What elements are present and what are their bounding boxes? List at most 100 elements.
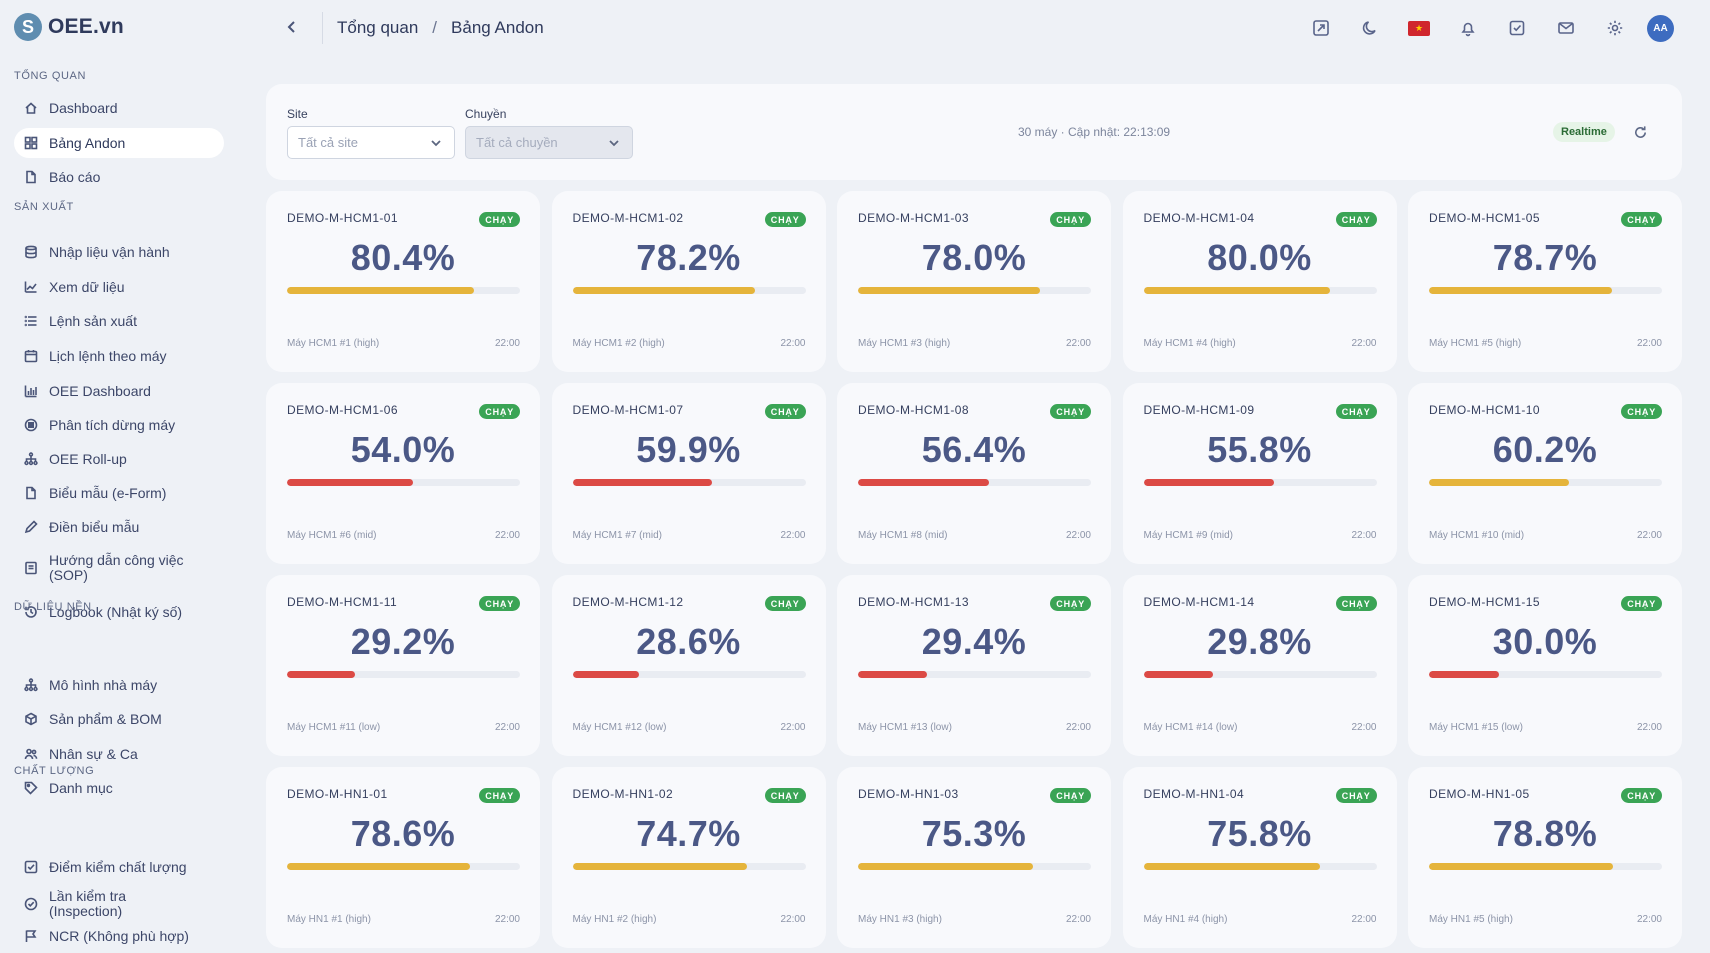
machine-card[interactable]: DEMO-M-HCM1-02 CHẠY 78.2% Máy HCM1 #2 (h…: [551, 191, 826, 372]
machine-id: DEMO-M-HCM1-07: [572, 403, 684, 417]
oee-progress-track: [572, 479, 806, 486]
oee-progress-fill: [572, 863, 747, 870]
site-select[interactable]: Tất cả site: [287, 126, 455, 159]
oee-progress-fill: [287, 479, 413, 486]
machine-card[interactable]: DEMO-M-HN1-02 CHẠY 74.7% Máy HN1 #2 (hig…: [551, 767, 826, 948]
sidebar-item-label: Danh mục: [49, 780, 113, 796]
machine-card[interactable]: DEMO-M-HCM1-03 CHẠY 78.0% Máy HCM1 #3 (h…: [837, 191, 1111, 372]
status-badge: CHẠY: [764, 212, 806, 227]
machine-id: DEMO-M-HN1-03: [858, 787, 959, 801]
vietnam-flag-icon[interactable]: ★: [1408, 21, 1430, 36]
machine-card[interactable]: DEMO-M-HCM1-10 CHẠY 60.2% Máy HCM1 #10 (…: [1408, 383, 1682, 564]
sidebar-item-label: Nhập liệu vận hành: [49, 244, 170, 260]
hierarchy-icon: [24, 678, 38, 692]
box-icon: [24, 712, 38, 726]
machine-card[interactable]: DEMO-M-HCM1-07 CHẠY 59.9% Máy HCM1 #7 (m…: [551, 383, 826, 564]
update-time: 22:00: [1351, 914, 1377, 925]
sidebar-item[interactable]: Phân tích dừng máy: [14, 410, 224, 440]
machine-card[interactable]: DEMO-M-HCM1-04 CHẠY 80.0% Máy HCM1 #4 (h…: [1122, 191, 1397, 372]
update-time: 22:00: [780, 914, 806, 925]
machine-card[interactable]: DEMO-M-HCM1-01 CHẠY 80.4% Máy HCM1 #1 (h…: [266, 191, 540, 372]
machine-card[interactable]: DEMO-M-HCM1-14 CHẠY 29.8% Máy HCM1 #14 (…: [1122, 575, 1397, 756]
sidebar-item-label: Báo cáo: [49, 169, 101, 185]
status-badge: CHẠY: [479, 596, 520, 611]
refresh-icon[interactable]: [1631, 123, 1649, 141]
oee-progress-fill: [1143, 863, 1321, 870]
realtime-badge[interactable]: Realtime: [1553, 122, 1615, 142]
oee-progress-fill: [1429, 479, 1570, 486]
machine-id: DEMO-M-HN1-05: [1429, 787, 1530, 801]
dark-mode-icon[interactable]: [1359, 17, 1381, 39]
status-badge: CHẠY: [479, 212, 520, 227]
machine-card[interactable]: DEMO-M-HCM1-12 CHẠY 28.6% Máy HCM1 #12 (…: [551, 575, 826, 756]
sidebar: S OEE.vn TỔNG QUAN Dashboard Bảng Andon Báo…: [0, 0, 240, 953]
sidebar-item[interactable]: Biểu mẫu (e-Form): [14, 478, 224, 508]
sidebar-item[interactable]: Điểm kiểm chất lượng: [14, 852, 224, 882]
chevron-down-icon: [608, 137, 620, 149]
oee-progress-track: [858, 863, 1091, 870]
breadcrumb-item-overview[interactable]: Tổng quan: [337, 18, 419, 37]
update-time: 22:00: [1065, 914, 1091, 925]
sidebar-item-label: OEE Dashboard: [49, 383, 151, 399]
sidebar-item[interactable]: Lịch lệnh theo máy: [14, 341, 224, 371]
sidebar-item[interactable]: Logbook (Nhật ký số): [14, 597, 224, 627]
site-select-value: Tất cả site: [298, 135, 358, 150]
machine-card[interactable]: DEMO-M-HCM1-05 CHẠY 78.7% Máy HCM1 #5 (h…: [1408, 191, 1682, 372]
sidebar-item[interactable]: Nhân sự & Ca: [14, 739, 224, 769]
machine-id: DEMO-M-HCM1-04: [1143, 211, 1255, 225]
machine-card[interactable]: DEMO-M-HN1-03 CHẠY 75.3% Máy HN1 #3 (hig…: [837, 767, 1111, 948]
status-badge: CHẠY: [479, 788, 520, 803]
machine-name: Máy HN1 #1 (high): [287, 914, 371, 925]
sidebar-item[interactable]: Nhập liệu vận hành: [14, 237, 224, 267]
oee-progress-fill: [858, 479, 990, 486]
update-time: 22:00: [1065, 338, 1091, 349]
sidebar-item[interactable]: OEE Dashboard: [14, 376, 224, 406]
machine-card[interactable]: DEMO-M-HCM1-11 CHẠY 29.2% Máy HCM1 #11 (…: [266, 575, 540, 756]
update-time: 22:00: [1351, 530, 1377, 541]
machine-card[interactable]: DEMO-M-HN1-01 CHẠY 78.6% Máy HN1 #1 (hig…: [266, 767, 540, 948]
machine-card[interactable]: DEMO-M-HN1-04 CHẠY 75.8% Máy HN1 #4 (hig…: [1122, 767, 1397, 948]
mail-icon[interactable]: [1555, 17, 1577, 39]
machine-card[interactable]: DEMO-M-HCM1-08 CHẠY 56.4% Máy HCM1 #8 (m…: [837, 383, 1111, 564]
sidebar-item[interactable]: OEE Roll-up: [14, 444, 224, 474]
machine-id: DEMO-M-HCM1-03: [858, 211, 969, 225]
hierarchy-icon: [24, 452, 38, 466]
update-time: 22:00: [780, 530, 806, 541]
sidebar-item[interactable]: Báo cáo: [14, 162, 224, 192]
line-select[interactable]: Tất cả chuyền: [465, 126, 633, 159]
status-badge: CHẠY: [1050, 404, 1091, 419]
oee-progress-fill: [1143, 671, 1213, 678]
settings-icon[interactable]: [1604, 17, 1626, 39]
machine-card[interactable]: DEMO-M-HCM1-06 CHẠY 54.0% Máy HCM1 #6 (m…: [266, 383, 540, 564]
sidebar-item[interactable]: Điền biểu mẫu: [14, 512, 224, 542]
oee-progress-track: [287, 479, 520, 486]
machine-name: Máy HCM1 #3 (high): [858, 338, 951, 349]
sidebar-item[interactable]: Hướng dẫn công việc (SOP): [14, 550, 224, 586]
machine-card[interactable]: DEMO-M-HN1-05 CHẠY 78.8% Máy HN1 #5 (hig…: [1408, 767, 1682, 948]
oee-value: 54.0%: [350, 429, 456, 470]
machine-card[interactable]: DEMO-M-HCM1-13 CHẠY 29.4% Máy HCM1 #13 (…: [837, 575, 1111, 756]
machine-name: Máy HN1 #2 (high): [572, 914, 657, 925]
tasks-icon[interactable]: [1506, 17, 1528, 39]
sidebar-item[interactable]: Lần kiểm tra (Inspection): [14, 886, 224, 922]
bell-icon[interactable]: [1457, 17, 1479, 39]
stop-circle-icon: [24, 418, 38, 432]
sidebar-item[interactable]: Lệnh sản xuất: [14, 306, 224, 336]
oee-value: 78.6%: [350, 813, 456, 854]
app-logo[interactable]: S OEE.vn: [14, 13, 124, 41]
sidebar-item[interactable]: NCR (Không phù hợp): [14, 921, 224, 951]
sidebar-item[interactable]: Sản phẩm & BOM: [14, 704, 224, 734]
oee-progress-track: [1429, 287, 1662, 294]
machine-card[interactable]: DEMO-M-HCM1-09 CHẠY 55.8% Máy HCM1 #9 (m…: [1122, 383, 1397, 564]
fullscreen-icon[interactable]: [1310, 17, 1332, 39]
user-avatar[interactable]: AA: [1647, 15, 1674, 42]
machine-card[interactable]: DEMO-M-HCM1-15 CHẠY 30.0% Máy HCM1 #15 (…: [1408, 575, 1682, 756]
sidebar-item[interactable]: Dashboard: [14, 93, 224, 123]
sidebar-item[interactable]: Danh mục: [14, 773, 224, 803]
document-icon: [24, 486, 38, 500]
sidebar-item[interactable]: Bảng Andon: [14, 128, 224, 158]
sidebar-item[interactable]: Mô hình nhà máy: [14, 670, 224, 700]
sidebar-item[interactable]: Xem dữ liệu: [14, 272, 224, 302]
machine-name: Máy HCM1 #2 (high): [572, 338, 665, 349]
back-button[interactable]: [280, 15, 304, 39]
